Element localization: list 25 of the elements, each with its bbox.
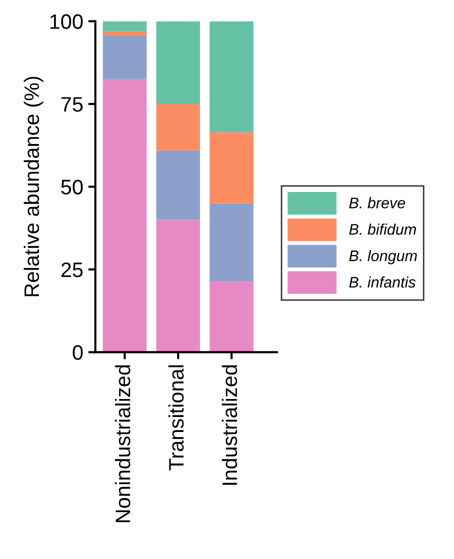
y-tick-label: 75: [61, 97, 83, 112]
x-tick-label: Transitional: [168, 365, 184, 470]
x-tick-label: Industrialized: [222, 365, 238, 485]
bar: [156, 220, 200, 352]
bar: [210, 203, 254, 282]
y-axis-title: Relative abundance (%): [24, 76, 44, 296]
x-tick-label: Nonindustrialized: [115, 365, 130, 522]
bar: [210, 132, 254, 204]
y-tick-label: 25: [61, 262, 83, 278]
bar: [102, 35, 147, 80]
y-tick-label: 0: [72, 345, 83, 360]
bar: [102, 79, 147, 352]
bar: [210, 21, 254, 132]
legend-label: B. infantis: [349, 276, 416, 288]
bar: [156, 21, 200, 104]
legend-label: B. bifidum: [349, 224, 416, 235]
legend-label: B. longum: [349, 250, 417, 264]
bar: [210, 281, 254, 352]
bar: [102, 31, 147, 36]
y-tick-label: 50: [61, 180, 83, 194]
bar: [102, 21, 147, 32]
bar: [156, 104, 200, 150]
y-tick-label: 100: [50, 14, 83, 29]
legend-label: B. breve: [349, 197, 406, 208]
bar: [156, 150, 200, 220]
